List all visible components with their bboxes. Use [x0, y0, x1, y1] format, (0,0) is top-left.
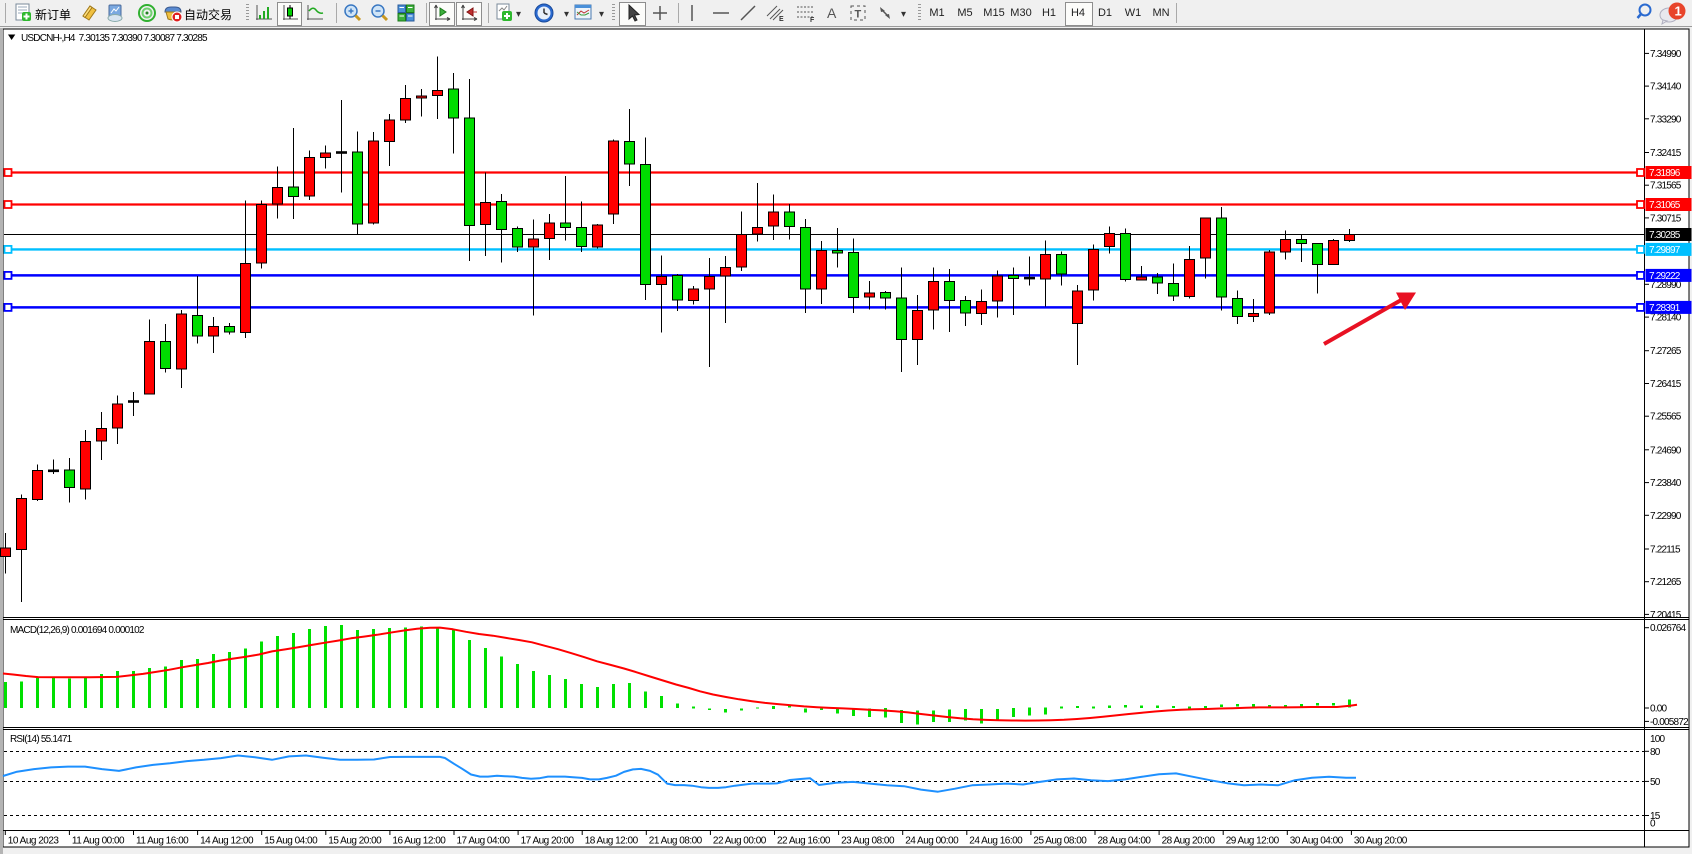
svg-text:25 Aug 08:00: 25 Aug 08:00: [1033, 836, 1087, 847]
svg-text:16 Aug 12:00: 16 Aug 12:00: [392, 836, 446, 847]
svg-text:7.29222: 7.29222: [1649, 271, 1681, 282]
svg-text:22 Aug 00:00: 22 Aug 00:00: [713, 836, 767, 847]
svg-text:24 Aug 16:00: 24 Aug 16:00: [969, 836, 1023, 847]
svg-text:15 Aug 04:00: 15 Aug 04:00: [264, 836, 318, 847]
svg-text:7.30715: 7.30715: [1650, 213, 1682, 224]
svg-text:17 Aug 04:00: 17 Aug 04:00: [457, 836, 511, 847]
svg-text:17 Aug 20:00: 17 Aug 20:00: [521, 836, 575, 847]
svg-text:22 Aug 16:00: 22 Aug 16:00: [777, 836, 831, 847]
svg-text:7.23840: 7.23840: [1650, 478, 1682, 489]
svg-text:11 Aug 16:00: 11 Aug 16:00: [136, 836, 189, 847]
svg-text:F: F: [810, 17, 815, 23]
svg-text:10 Aug 2023: 10 Aug 2023: [8, 836, 60, 847]
svg-text:7.22990: 7.22990: [1650, 511, 1682, 522]
svg-text:7.32415: 7.32415: [1650, 148, 1682, 159]
svg-text:7.28990: 7.28990: [1650, 280, 1682, 291]
svg-text:28 Aug 04:00: 28 Aug 04:00: [1098, 836, 1152, 847]
svg-text:7.22115: 7.22115: [1650, 545, 1681, 556]
svg-text:23 Aug 08:00: 23 Aug 08:00: [841, 836, 895, 847]
svg-text:30 Aug 04:00: 30 Aug 04:00: [1290, 836, 1344, 847]
svg-text:7.27265: 7.27265: [1650, 346, 1682, 357]
svg-text:USDCNH-,H4 7.30135 7.30390 7.: USDCNH-,H4 7.30135 7.30390 7.30087 7.302…: [21, 33, 208, 44]
svg-text:30 Aug 20:00: 30 Aug 20:00: [1354, 836, 1408, 847]
svg-text:RSI(14) 55.1471: RSI(14) 55.1471: [10, 734, 73, 745]
svg-text:E: E: [779, 16, 784, 23]
svg-text:7.34990: 7.34990: [1650, 49, 1682, 60]
svg-text:7.26415: 7.26415: [1650, 379, 1682, 390]
svg-text:15: 15: [1650, 811, 1661, 822]
svg-text:0.00: 0.00: [1650, 704, 1668, 715]
svg-text:7.31565: 7.31565: [1650, 181, 1682, 192]
svg-text:29 Aug 12:00: 29 Aug 12:00: [1226, 836, 1280, 847]
svg-text:7.29897: 7.29897: [1649, 245, 1681, 256]
svg-text:28 Aug 20:00: 28 Aug 20:00: [1162, 836, 1216, 847]
svg-text:7.33290: 7.33290: [1650, 114, 1682, 125]
svg-text:MACD(12,26,9) 0.001694 0.00010: MACD(12,26,9) 0.001694 0.000102: [10, 625, 145, 636]
svg-text:7.24690: 7.24690: [1650, 445, 1682, 456]
svg-text:0: 0: [1650, 819, 1656, 830]
svg-text:21 Aug 08:00: 21 Aug 08:00: [649, 836, 703, 847]
svg-text:7.28140: 7.28140: [1650, 313, 1682, 324]
svg-text:24 Aug 00:00: 24 Aug 00:00: [905, 836, 959, 847]
svg-text:11 Aug 00:00: 11 Aug 00:00: [72, 836, 125, 847]
svg-text:1: 1: [1675, 4, 1682, 19]
svg-text:7.20415: 7.20415: [1650, 610, 1682, 621]
svg-text:0.026764: 0.026764: [1650, 623, 1687, 634]
svg-text:7.28391: 7.28391: [1649, 303, 1681, 314]
svg-text:50: 50: [1650, 777, 1661, 788]
svg-text:7.21265: 7.21265: [1650, 577, 1682, 588]
svg-text:7.30285: 7.30285: [1649, 230, 1681, 241]
svg-text:7.31896: 7.31896: [1649, 168, 1681, 179]
svg-text:14 Aug 12:00: 14 Aug 12:00: [200, 836, 254, 847]
svg-text:80: 80: [1650, 747, 1661, 758]
svg-text:18 Aug 12:00: 18 Aug 12:00: [585, 836, 639, 847]
svg-text:7.34140: 7.34140: [1650, 82, 1682, 93]
svg-text:15 Aug 20:00: 15 Aug 20:00: [328, 836, 382, 847]
svg-text:-0.005872: -0.005872: [1650, 717, 1689, 728]
svg-text:7.25565: 7.25565: [1650, 412, 1682, 423]
svg-text:T: T: [855, 9, 862, 21]
svg-text:7.31065: 7.31065: [1649, 200, 1681, 211]
svg-text:100: 100: [1650, 734, 1666, 745]
